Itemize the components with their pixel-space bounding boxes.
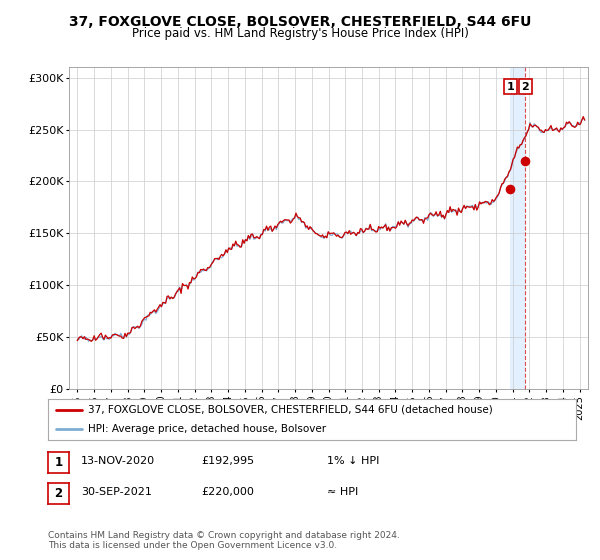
Text: ≈ HPI: ≈ HPI	[327, 487, 358, 497]
Text: 1: 1	[55, 456, 62, 469]
Bar	[511, 67, 525, 389]
Text: 13-NOV-2020: 13-NOV-2020	[81, 456, 155, 466]
Text: 1% ↓ HPI: 1% ↓ HPI	[327, 456, 379, 466]
Text: Contains HM Land Registry data © Crown copyright and database right 2024.
This d: Contains HM Land Registry data © Crown c…	[48, 531, 400, 550]
Text: £192,995: £192,995	[201, 456, 254, 466]
Text: Price paid vs. HM Land Registry's House Price Index (HPI): Price paid vs. HM Land Registry's House …	[131, 27, 469, 40]
Point	[520, 156, 530, 165]
Text: 2: 2	[521, 82, 529, 91]
Text: 37, FOXGLOVE CLOSE, BOLSOVER, CHESTERFIELD, S44 6FU (detached house): 37, FOXGLOVE CLOSE, BOLSOVER, CHESTERFIE…	[88, 405, 493, 415]
Text: HPI: Average price, detached house, Bolsover: HPI: Average price, detached house, Bols…	[88, 423, 326, 433]
Point	[506, 184, 515, 193]
Text: 1: 1	[506, 82, 514, 91]
Text: £220,000: £220,000	[201, 487, 254, 497]
Text: 2: 2	[55, 487, 62, 500]
Text: 30-SEP-2021: 30-SEP-2021	[81, 487, 152, 497]
Text: 37, FOXGLOVE CLOSE, BOLSOVER, CHESTERFIELD, S44 6FU: 37, FOXGLOVE CLOSE, BOLSOVER, CHESTERFIE…	[69, 15, 531, 29]
